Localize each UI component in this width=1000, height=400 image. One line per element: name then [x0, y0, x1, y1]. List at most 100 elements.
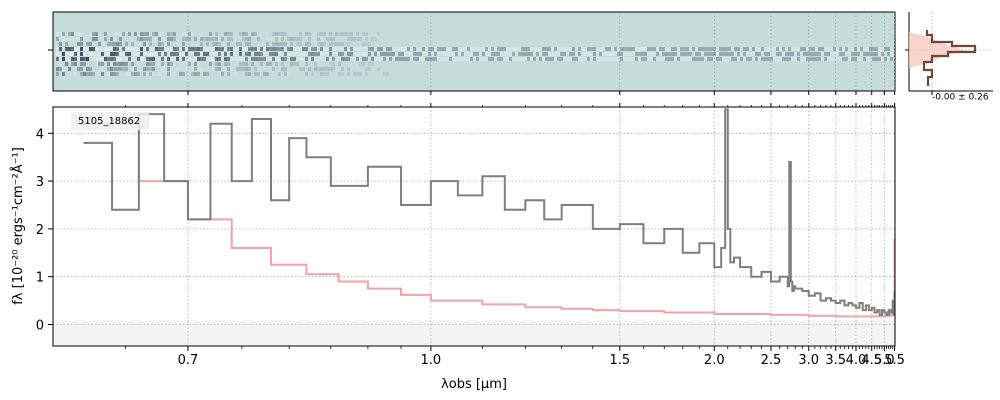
spec2d-pixel: [227, 67, 230, 71]
spec2d-pixel: [593, 57, 596, 61]
spec2d-pixel: [695, 47, 698, 51]
spec2d-pixel: [326, 37, 329, 41]
spec2d-pixel: [308, 47, 311, 51]
spec2d-pixel: [845, 47, 848, 51]
spec2d-pixel: [461, 47, 464, 51]
spec2d-pixel: [674, 52, 677, 56]
spec2d-pixel: [77, 57, 80, 61]
spec2d-pixel: [887, 52, 890, 56]
spec2d-pixel: [113, 32, 116, 36]
spec2d-pixel: [167, 67, 170, 71]
spec2d-pixel: [758, 47, 761, 51]
spec2d-pixel: [317, 57, 320, 61]
spec2d-pixel: [554, 47, 557, 51]
spec2d-pixel: [869, 47, 872, 51]
spec2d-pixel: [155, 47, 158, 51]
spec2d-pixel: [791, 52, 794, 56]
spec2d-pixel: [518, 47, 521, 51]
spec2d-pixel: [365, 32, 368, 36]
spec2d-pixel: [560, 52, 563, 56]
spec2d-pixel: [245, 72, 248, 76]
spec2d-pixel: [83, 47, 86, 51]
spec2d-pixel: [635, 47, 638, 51]
spec2d-pixel: [98, 72, 101, 76]
spec2d-pixel: [197, 57, 200, 61]
spec2d-pixel: [191, 47, 194, 51]
spec2d-pixel: [293, 57, 296, 61]
spec2d-pixel: [551, 57, 554, 61]
spec2d-pixel: [761, 52, 764, 56]
spec2d-pixel: [281, 72, 284, 76]
spec2d-pixel: [635, 57, 638, 61]
spec2d-pixel: [593, 47, 596, 51]
spec2d-pixel: [413, 52, 416, 56]
spec2d-pixel: [296, 52, 299, 56]
spec2d-pixel: [116, 42, 119, 46]
spec2d-pixel: [173, 62, 176, 66]
spec2d-pixel: [149, 47, 152, 51]
spec2d-pixel: [179, 67, 182, 71]
spec2d-pixel: [62, 72, 65, 76]
spec2d-pixel: [308, 32, 311, 36]
spec2d-pixel: [347, 37, 350, 41]
spec2d-pixel: [875, 47, 878, 51]
spec2d-pixel: [434, 52, 437, 56]
spec2d-pixel: [275, 37, 278, 41]
spec2d-pixel: [176, 37, 179, 41]
spec2d-pixel: [167, 62, 170, 66]
spec2d-pixel: [83, 67, 86, 71]
x-tick-label: 5.0: [874, 353, 895, 368]
spec2d-pixel: [428, 47, 431, 51]
spec2d-pixel: [110, 37, 113, 41]
spec2d-pixel: [248, 32, 251, 36]
spec2d-pixel: [740, 47, 743, 51]
spec2d-pixel: [338, 32, 341, 36]
spec2d-pixel: [257, 47, 260, 51]
spec2d-pixel: [410, 52, 413, 56]
spec2d-pixel: [242, 57, 245, 61]
spec2d-pixel: [230, 32, 233, 36]
spec2d-pixel: [371, 47, 374, 51]
spec2d-pixel: [449, 47, 452, 51]
spec2d-pixel: [218, 62, 221, 66]
spec2d-pixel: [149, 57, 152, 61]
spec2d-pixel: [431, 57, 434, 61]
spec2d-pixel: [668, 52, 671, 56]
spec2d-pixel: [839, 52, 842, 56]
spec2d-pixel: [188, 47, 191, 51]
spec2d-pixel: [668, 57, 671, 61]
spec2d-pixel: [179, 52, 182, 56]
spec2d-pixel: [287, 42, 290, 46]
spec2d-pixel: [404, 52, 407, 56]
spec2d-pixel: [845, 57, 848, 61]
spec2d-pixel: [158, 72, 161, 76]
spec2d-pixel: [716, 47, 719, 51]
spec2d-pixel: [221, 57, 224, 61]
spec2d-pixel: [140, 42, 143, 46]
spec2d-pixel: [473, 47, 476, 51]
spec2d-pixel: [185, 37, 188, 41]
spec2d-pixel: [794, 57, 797, 61]
spec2d-pixel: [488, 47, 491, 51]
spec2d-pixel: [671, 57, 674, 61]
spec2d-pixel: [482, 52, 485, 56]
spec2d-pixel: [134, 67, 137, 71]
spec2d-pixel: [161, 47, 164, 51]
spec2d-pixel: [68, 52, 71, 56]
object-id-label: 5105_18862: [78, 116, 140, 127]
spec2d-pixel: [776, 57, 779, 61]
spec2d-pixel: [596, 47, 599, 51]
spec2d-pixel: [647, 52, 650, 56]
spec2d-pixel: [728, 52, 731, 56]
spec2d-pixel: [155, 52, 158, 56]
spec2d-pixel: [200, 42, 203, 46]
spec2d-pixel: [260, 47, 263, 51]
spec2d-pixel: [755, 47, 758, 51]
spec2d-pixel: [860, 47, 863, 51]
spec2d-pixel: [239, 67, 242, 71]
spec2d-pixel: [473, 52, 476, 56]
spec2d-pixel: [353, 37, 356, 41]
spec2d-pixel: [782, 47, 785, 51]
spec2d-pixel: [194, 52, 197, 56]
spec2d-pixel: [248, 72, 251, 76]
